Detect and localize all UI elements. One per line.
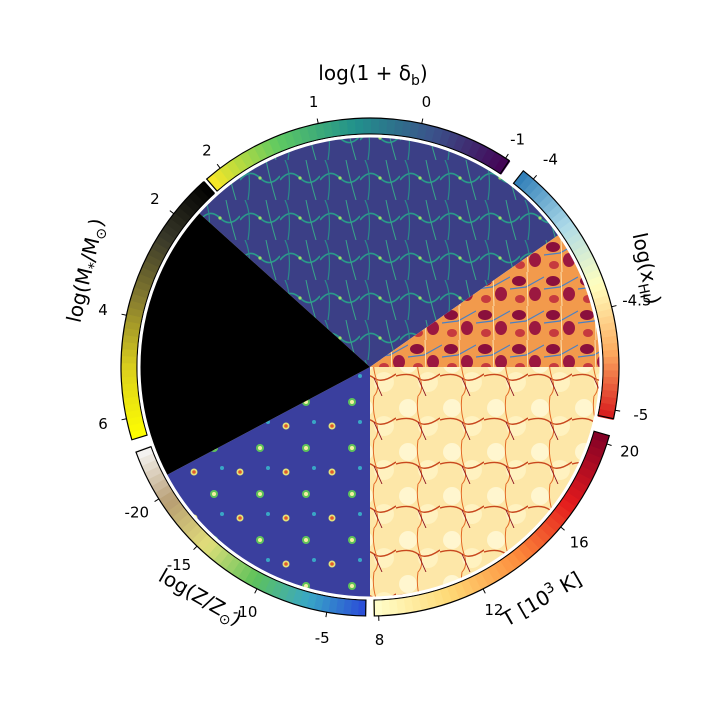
tick-mark <box>316 118 319 124</box>
tick-mark <box>560 526 565 531</box>
tick-mark <box>216 163 221 169</box>
tick-labels-temperature: 20 16 12 8 <box>375 442 639 648</box>
tick-mark <box>421 118 424 124</box>
tick-labels-density: -1 0 1 2 <box>202 93 525 169</box>
wedge-stellar_mass <box>140 211 370 476</box>
tick-mark <box>169 210 175 215</box>
wedge-neutral_fraction <box>370 233 600 367</box>
tick-label: 12 <box>484 601 503 619</box>
colorbar-stellar_mass <box>120 181 216 441</box>
map-wedges <box>140 137 600 597</box>
colorbar-density <box>205 117 511 192</box>
wedge-metallicity <box>165 367 370 597</box>
tick-mark <box>121 313 127 316</box>
tick-label: 2 <box>202 142 212 160</box>
tick-labels-stellar_mass: 6 4 2 <box>98 190 175 433</box>
colorbar-neutral_fraction <box>512 169 620 421</box>
tick-label: -5 <box>315 629 330 647</box>
tick-mark <box>532 174 538 180</box>
tick-mark <box>505 153 509 159</box>
tick-mark <box>606 443 612 446</box>
tick-mark <box>482 588 486 594</box>
tick-label: 4 <box>98 301 108 319</box>
colorbar-title-stellar_mass: log(M*/M⊙) <box>62 216 113 326</box>
tick-mark <box>615 409 621 412</box>
colorbar-temperature <box>372 430 611 617</box>
tick-mark <box>254 588 258 594</box>
tick-label: -15 <box>167 556 192 574</box>
colorbar-title-temperature: T [103 K] <box>496 566 586 632</box>
colorbar-ring <box>120 117 620 617</box>
tick-label: -20 <box>125 504 150 522</box>
wedge-temperature <box>370 367 600 597</box>
colorbar-metallicity <box>135 445 367 617</box>
disc-rim <box>137 134 603 600</box>
colorbar-title-density: log(1 + δb) <box>318 61 427 89</box>
tick-mark <box>121 418 127 421</box>
tick-mark <box>154 498 160 503</box>
tick-label: 20 <box>620 442 639 460</box>
tick-label: -4.5 <box>622 291 651 309</box>
tick-label: 16 <box>570 533 589 551</box>
tick-mark <box>611 305 617 308</box>
tick-mark <box>325 612 328 618</box>
tick-label: -4 <box>543 150 558 168</box>
wedge-density <box>197 137 561 367</box>
tick-mark <box>193 545 198 551</box>
tick-label: 2 <box>150 190 160 208</box>
tick-labels-metallicity: -5 -10 -15 -20 <box>125 498 330 647</box>
tick-label: -5 <box>633 406 648 424</box>
tick-label: -1 <box>510 131 525 149</box>
tick-label: 6 <box>98 415 108 433</box>
tick-labels-neutral_fraction: -4 -4.5 -5 <box>532 150 651 424</box>
tick-label: 8 <box>375 631 385 649</box>
tick-label: 1 <box>309 93 319 111</box>
tick-label: -10 <box>233 603 258 621</box>
tick-label: 0 <box>422 93 432 111</box>
